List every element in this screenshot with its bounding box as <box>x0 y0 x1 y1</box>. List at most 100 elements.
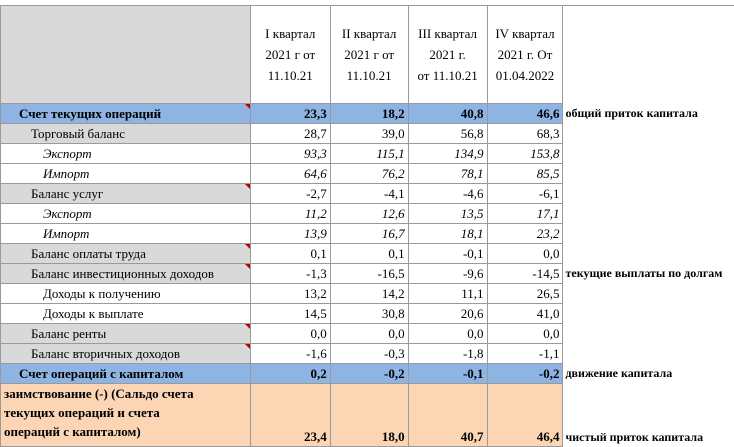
value-cell: 18,2 <box>330 104 408 124</box>
value-cell: 64,6 <box>250 164 330 184</box>
value-cell: 0,0 <box>487 244 563 264</box>
value-cell: 0,1 <box>250 244 330 264</box>
value-cell: 0,0 <box>487 324 563 344</box>
text-line: операций с капиталом) <box>4 422 247 441</box>
value-cell: -1,1 <box>487 344 563 364</box>
row-label: Экспорт <box>1 204 251 224</box>
note-cell <box>563 184 734 204</box>
note-cell: общий приток капитала <box>563 104 734 124</box>
row-label: Экспорт <box>1 144 251 164</box>
text-line: 2021 г. <box>412 44 484 65</box>
note-cell: движение капитала <box>563 364 734 384</box>
value-cell: 11,1 <box>408 284 487 304</box>
table-row: Баланс инвестиционных доходов-1,3-16,5-9… <box>1 264 734 284</box>
value-cell: 23,4 <box>250 384 330 447</box>
text-line: от 11.10.21 <box>412 65 484 86</box>
value-cell: 0,2 <box>250 364 330 384</box>
row-label: Счет операций с капиталом <box>1 364 251 384</box>
note-cell <box>563 224 734 244</box>
text-line: II квартал <box>334 23 405 44</box>
value-cell: 134,9 <box>408 144 487 164</box>
note-cell <box>563 144 734 164</box>
text-line: I квартал <box>254 23 327 44</box>
value-cell: 14,2 <box>330 284 408 304</box>
value-cell: 56,8 <box>408 124 487 144</box>
header-blank <box>1 6 251 104</box>
row-label: Баланс оплаты труда <box>1 244 251 264</box>
value-cell: 46,4 <box>487 384 563 447</box>
note-cell <box>563 6 734 104</box>
text-line: 11.10.21 <box>334 65 405 86</box>
text-line: IV квартал <box>491 23 560 44</box>
value-cell: 0,1 <box>330 244 408 264</box>
value-cell: -0,2 <box>330 364 408 384</box>
value-cell: -14,5 <box>487 264 563 284</box>
value-cell: 0,0 <box>408 324 487 344</box>
value-cell: -6,1 <box>487 184 563 204</box>
value-cell: -4,1 <box>330 184 408 204</box>
text-line: 2021 г. От <box>491 44 560 65</box>
note-cell: чистый приток капитала <box>563 384 734 447</box>
row-label: Доходы к выплате <box>1 304 251 324</box>
value-cell: 28,7 <box>250 124 330 144</box>
value-cell: 13,5 <box>408 204 487 224</box>
value-cell: 68,3 <box>487 124 563 144</box>
value-cell: -0,2 <box>487 364 563 384</box>
value-cell: 13,2 <box>250 284 330 304</box>
note-cell <box>563 324 734 344</box>
value-cell: 20,6 <box>408 304 487 324</box>
note-cell <box>563 284 734 304</box>
value-cell: 153,8 <box>487 144 563 164</box>
text-line: 11.10.21 <box>254 65 327 86</box>
value-cell: 0,0 <box>250 324 330 344</box>
note-cell <box>563 344 734 364</box>
note-cell <box>563 304 734 324</box>
value-cell: 12,6 <box>330 204 408 224</box>
row-label: Импорт <box>1 164 251 184</box>
value-cell: -4,6 <box>408 184 487 204</box>
table-row: Баланс услуг-2,7-4,1-4,6-6,1 <box>1 184 734 204</box>
row-label: Баланс вторичных доходов <box>1 344 251 364</box>
value-cell: 23,3 <box>250 104 330 124</box>
value-cell: 16,7 <box>330 224 408 244</box>
value-cell: 26,5 <box>487 284 563 304</box>
value-cell: -1,6 <box>250 344 330 364</box>
row-label: Баланс услуг <box>1 184 251 204</box>
value-cell: -0,3 <box>330 344 408 364</box>
row-label: Счет текущих операций <box>1 104 251 124</box>
row-label: Баланс ренты <box>1 324 251 344</box>
value-cell: 14,5 <box>250 304 330 324</box>
value-cell: -9,6 <box>408 264 487 284</box>
value-cell: 41,0 <box>487 304 563 324</box>
row-label: Доходы к получению <box>1 284 251 304</box>
value-cell: 23,2 <box>487 224 563 244</box>
value-cell: 39,0 <box>330 124 408 144</box>
value-cell: 46,6 <box>487 104 563 124</box>
value-cell: -16,5 <box>330 264 408 284</box>
value-cell: 18,0 <box>330 384 408 447</box>
value-cell: 18,1 <box>408 224 487 244</box>
value-cell: 40,7 <box>408 384 487 447</box>
row-label: Баланс инвестиционных доходов <box>1 264 251 284</box>
value-cell: 40,8 <box>408 104 487 124</box>
text-line: III квартал <box>412 23 484 44</box>
value-cell: 0,0 <box>330 324 408 344</box>
row-label: Импорт <box>1 224 251 244</box>
value-cell: 93,3 <box>250 144 330 164</box>
value-cell: -1,3 <box>250 264 330 284</box>
text-line: 2021 г от <box>334 44 405 65</box>
note-cell <box>563 244 734 264</box>
value-cell: 78,1 <box>408 164 487 184</box>
value-cell: 17,1 <box>487 204 563 224</box>
